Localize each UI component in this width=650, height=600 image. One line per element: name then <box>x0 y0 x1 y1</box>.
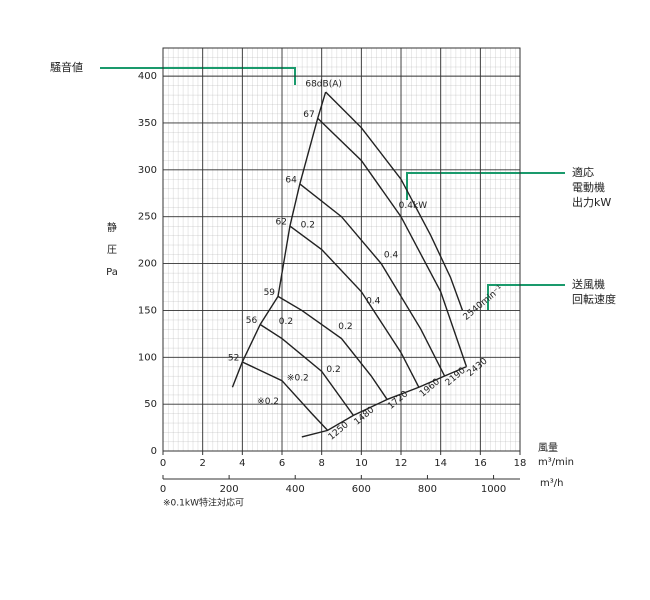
leader <box>487 284 565 310</box>
y-tick-label: 150 <box>138 305 157 316</box>
callout-label: 出力kW <box>572 195 611 209</box>
x-axis-label: m³/min <box>538 457 574 468</box>
x-tick-label: 12 <box>395 458 408 469</box>
x-tick-label: 4 <box>239 458 245 469</box>
x2-tick-label: 800 <box>418 484 437 495</box>
noise-label: 64 <box>285 175 297 185</box>
x-tick-label: 0 <box>160 458 166 469</box>
power-label: ※0.2 <box>257 397 279 407</box>
speed-curve <box>325 91 464 311</box>
power-label: 0.4 <box>366 297 381 307</box>
x-tick-label: 2 <box>199 458 205 469</box>
y-tick-label: 300 <box>138 165 157 176</box>
x2-tick-label: 1000 <box>481 484 506 495</box>
noise-label: 68dB(A) <box>305 80 342 90</box>
noise-label: 59 <box>264 288 276 298</box>
boundary-line <box>231 91 327 388</box>
power-label: 0.2 <box>279 317 293 327</box>
x-tick-label: 6 <box>279 458 285 469</box>
noise-label: 52 <box>228 353 239 363</box>
speed-curve <box>277 295 388 400</box>
speed-curve <box>317 117 468 367</box>
x2-tick-label: 600 <box>352 484 371 495</box>
y-tick-label: 0 <box>151 446 157 457</box>
speed-curve <box>242 361 329 431</box>
power-label: 0.2 <box>326 365 340 375</box>
speed-curve <box>289 225 420 388</box>
noise-label: 62 <box>275 218 286 228</box>
y-axis-label: 静 <box>107 221 117 234</box>
callout-label: 騒音値 <box>50 60 83 74</box>
x-tick-label: 8 <box>318 458 324 469</box>
y-tick-label: 250 <box>138 212 157 223</box>
x-tick-label: 14 <box>434 458 447 469</box>
callout-label: 適応 <box>572 165 594 179</box>
y-tick-label: 200 <box>138 259 157 270</box>
power-label: 0.2 <box>301 221 315 231</box>
power-label: ※0.2 <box>287 373 309 383</box>
leader <box>100 67 296 85</box>
y-tick-label: 400 <box>138 71 157 82</box>
speed-curve <box>259 323 354 416</box>
y-axis-label: Pa <box>106 267 118 278</box>
x-tick-label: 18 <box>514 458 527 469</box>
y-tick-label: 100 <box>138 352 157 363</box>
x2-tick-label: 0 <box>160 484 166 495</box>
noise-label: 67 <box>303 110 314 120</box>
y-axis-label: 圧 <box>107 245 117 256</box>
x-axis-label: 風量 <box>538 442 558 454</box>
x2-axis-label: m³/h <box>540 478 563 489</box>
x-tick-label: 16 <box>474 458 487 469</box>
y-tick-label: 350 <box>138 118 157 129</box>
power-label: 0.2 <box>338 322 352 332</box>
callout-label: 電動機 <box>572 180 605 194</box>
x2-tick-label: 400 <box>286 484 305 495</box>
speed-curve <box>299 183 446 377</box>
x2-tick-label: 200 <box>220 484 239 495</box>
power-label: 0.4 <box>384 251 399 261</box>
callout-label: 送風機 <box>572 277 605 291</box>
power-label: 0.4kW <box>399 201 428 211</box>
plot-frame <box>162 47 521 452</box>
note: ※0.1kW特注対応可 <box>163 497 244 509</box>
x-tick-label: 10 <box>355 458 368 469</box>
callout-label: 回転速度 <box>572 292 616 306</box>
minor-grid <box>163 48 520 451</box>
y-tick-label: 50 <box>144 399 157 410</box>
noise-label: 56 <box>246 316 258 326</box>
